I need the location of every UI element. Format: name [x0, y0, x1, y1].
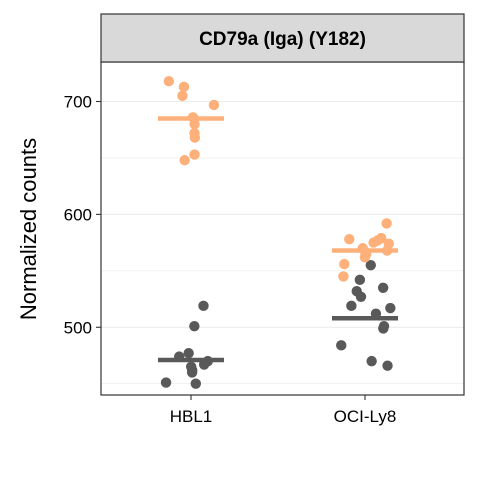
data-point [381, 218, 392, 229]
data-point [189, 149, 200, 160]
point-layer [160, 75, 396, 389]
data-point [346, 300, 357, 312]
data-point [198, 300, 209, 312]
data-point [377, 282, 389, 293]
data-point [355, 291, 367, 302]
data-point [339, 258, 350, 270]
data-point [354, 274, 366, 286]
data-point [189, 132, 201, 143]
data-point [366, 355, 377, 367]
data-point [381, 245, 393, 256]
data-point [178, 81, 190, 93]
chart-title: CD79a (Iga) (Y182) [199, 29, 366, 50]
data-point [382, 360, 393, 371]
facet-strip [100, 13, 465, 63]
x-tick-label: HBL1 [170, 407, 213, 426]
data-point [173, 351, 185, 362]
data-point [385, 302, 396, 314]
data-point [189, 320, 200, 332]
data-point [177, 90, 188, 102]
y-tick-label: 700 [64, 93, 92, 112]
data-point [378, 323, 389, 334]
y-axis-label: Normalized counts [16, 138, 41, 320]
y-tick-label: 500 [64, 318, 92, 337]
data-point [190, 378, 202, 389]
data-point [183, 348, 194, 359]
data-point [338, 271, 349, 282]
x-tick-label: OCI-Ly8 [334, 407, 397, 426]
y-tick-label: 600 [64, 205, 92, 224]
data-point [186, 367, 198, 378]
data-point [336, 340, 347, 351]
data-point [365, 259, 376, 271]
data-point [359, 252, 371, 263]
data-point [160, 377, 172, 388]
data-point [198, 359, 210, 370]
data-point [179, 155, 190, 166]
axis-layer: 500 600 700 HBL1 OCI-Ly8 [64, 93, 397, 426]
data-point [368, 237, 379, 248]
data-point [370, 308, 382, 319]
data-point [163, 75, 175, 87]
data-point [344, 234, 355, 245]
data-point [189, 118, 200, 130]
data-point [208, 99, 220, 111]
